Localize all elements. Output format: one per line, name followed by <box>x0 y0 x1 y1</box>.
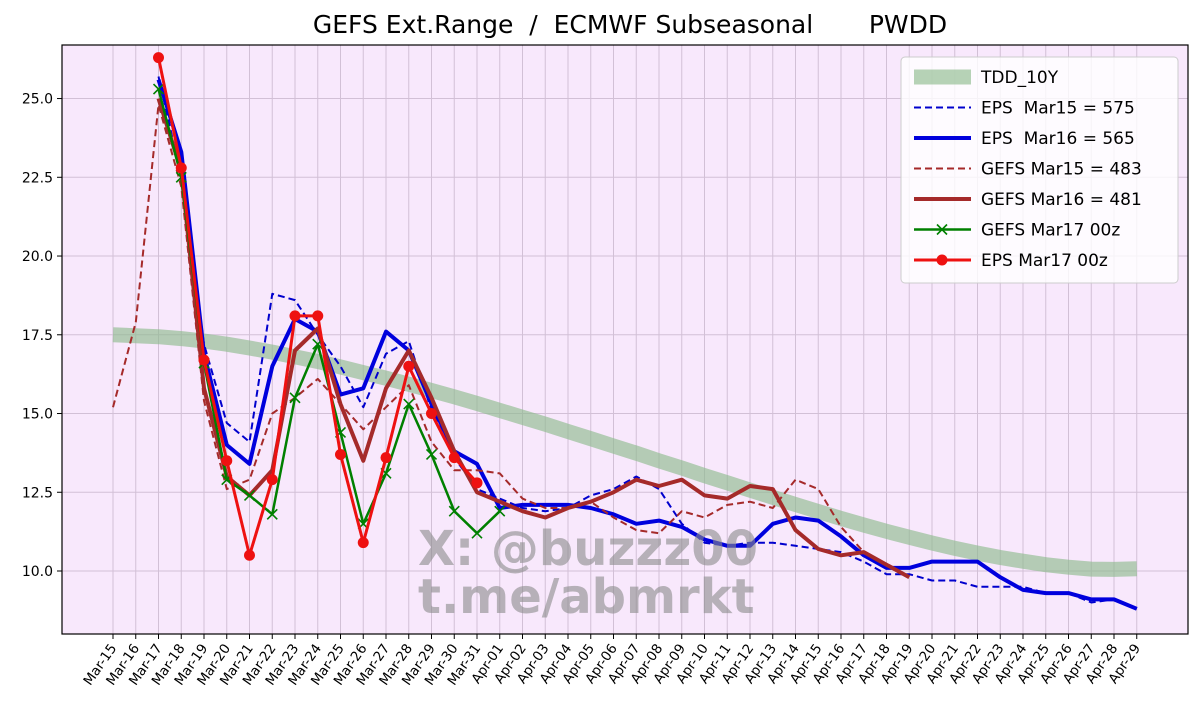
legend-label: EPS Mar17 00z <box>981 251 1108 271</box>
axes: Mar-15Mar-16Mar-17Mar-18Mar-19Mar-20Mar-… <box>22 92 1144 689</box>
data-point <box>312 310 324 322</box>
y-tick-label: 15.0 <box>22 407 53 423</box>
data-point <box>243 489 256 501</box>
data-point <box>425 448 438 461</box>
data-point <box>380 452 392 464</box>
y-tick-label: 20.0 <box>22 249 53 265</box>
y-tick-label: 12.5 <box>22 485 53 501</box>
watermark-line-2: t.me/abmrkt <box>418 569 755 625</box>
data-point <box>153 52 164 64</box>
legend-label: GEFS Mar17 00z <box>981 221 1120 241</box>
series-line <box>156 97 911 580</box>
data-point <box>471 527 483 539</box>
chart-title: GEFS Ext.Range / ECMWF Subseasonal PWDD <box>313 10 947 39</box>
data-point <box>198 354 210 366</box>
watermark-line-1: X: @buzzz00 <box>418 521 758 577</box>
legend-label: EPS Mar15 = 575 <box>981 99 1135 119</box>
data-point <box>289 310 301 322</box>
data-point <box>448 505 460 517</box>
legend-label: TDD_10Y <box>980 68 1059 88</box>
legend-label: GEFS Mar16 = 481 <box>981 190 1142 210</box>
data-point <box>244 549 255 561</box>
data-point <box>221 455 233 467</box>
data-point <box>448 452 460 464</box>
data-point <box>335 448 346 460</box>
legend-marker <box>936 254 948 266</box>
series-3 <box>112 103 887 566</box>
legend: TDD_10Y EPS Mar15 = 575 EPS Mar16 = 565 GEF… <box>900 56 1179 284</box>
series-line <box>112 327 1137 577</box>
y-tick-label: 10.0 <box>22 564 53 580</box>
plot-frame <box>61 44 1189 635</box>
data-point <box>403 398 415 410</box>
data-point <box>426 408 437 420</box>
data-point <box>152 83 165 95</box>
data-point <box>357 537 369 549</box>
watermark: X: @buzzz00 t.me/abmrkt <box>418 521 758 625</box>
data-point <box>266 474 278 486</box>
data-point <box>175 162 187 174</box>
data-point <box>494 505 506 517</box>
data-point <box>289 392 301 404</box>
series-6 <box>153 52 483 561</box>
series-0 <box>112 327 1137 577</box>
legend-label: EPS Mar16 = 565 <box>981 129 1135 149</box>
series-line <box>112 103 887 566</box>
legend-marker <box>936 223 948 236</box>
y-tick-label: 22.5 <box>22 170 53 186</box>
data-point <box>403 360 415 372</box>
y-tick-label: 25.0 <box>22 92 53 108</box>
series-4 <box>156 97 911 580</box>
legend-box <box>900 56 1179 284</box>
y-tick-label: 17.5 <box>22 328 53 344</box>
series-layer <box>112 52 1138 611</box>
data-point <box>266 508 278 520</box>
data-point <box>471 477 483 489</box>
legend-label: GEFS Mar15 = 483 <box>981 160 1142 180</box>
